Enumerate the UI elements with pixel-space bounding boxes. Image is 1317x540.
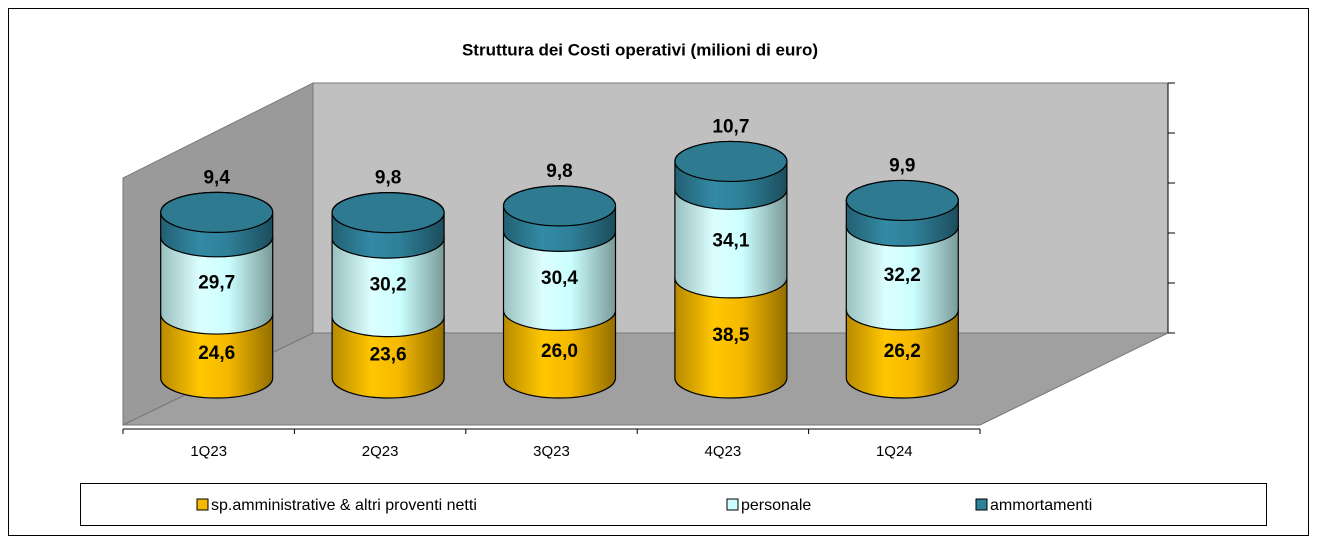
data-label: 26,2 xyxy=(884,341,921,362)
cylinder-top xyxy=(502,185,617,227)
x-tick-label: 2Q23 xyxy=(362,443,399,460)
data-label: 9,8 xyxy=(375,168,401,189)
data-label: 9,4 xyxy=(203,167,230,188)
cylinder-top xyxy=(331,192,445,234)
data-label: 29,7 xyxy=(198,272,235,293)
data-label: 26,0 xyxy=(541,341,578,362)
legend-swatch xyxy=(196,498,209,511)
data-label: 9,8 xyxy=(546,161,572,182)
data-label: 24,6 xyxy=(198,343,235,364)
legend-swatch xyxy=(726,498,739,511)
cylinder-top xyxy=(160,191,274,233)
x-tick-label: 4Q23 xyxy=(705,443,742,460)
legend-label: personale xyxy=(741,497,811,514)
data-label: 34,1 xyxy=(712,231,749,252)
x-tick-label: 1Q23 xyxy=(190,443,227,460)
chart-title: Struttura dei Costi operativi (milioni d… xyxy=(462,40,818,59)
data-label: 23,6 xyxy=(370,344,407,365)
legend-label: ammortamenti xyxy=(990,497,1092,514)
data-label: 10,7 xyxy=(712,116,749,137)
data-label: 9,9 xyxy=(889,155,915,176)
cylinder-top xyxy=(674,140,788,183)
x-tick-label: 1Q24 xyxy=(876,443,913,460)
data-label: 38,5 xyxy=(712,325,749,346)
cylinder-top xyxy=(845,179,959,222)
legend-label: sp.amministrative & altri proventi netti xyxy=(211,497,477,514)
x-tick-label: 3Q23 xyxy=(533,443,570,460)
legend-swatch xyxy=(975,498,988,511)
data-label: 30,4 xyxy=(541,268,578,289)
data-label: 30,2 xyxy=(370,274,407,295)
plot: 24,6 29,7 9,4 23,6 30,2 9,8 26,0 30,4 9,8 38,5 34,… xyxy=(160,116,959,399)
data-label: 32,2 xyxy=(884,265,921,286)
legend xyxy=(80,483,1267,526)
